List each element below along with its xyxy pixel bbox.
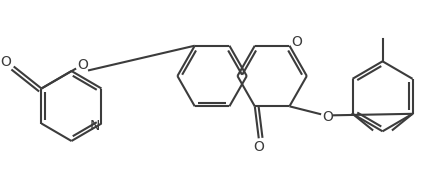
Text: O: O — [253, 140, 264, 154]
Text: O: O — [78, 57, 89, 71]
Text: O: O — [322, 110, 334, 124]
Text: O: O — [291, 35, 302, 49]
Text: O: O — [0, 54, 11, 68]
Text: N: N — [89, 118, 100, 132]
